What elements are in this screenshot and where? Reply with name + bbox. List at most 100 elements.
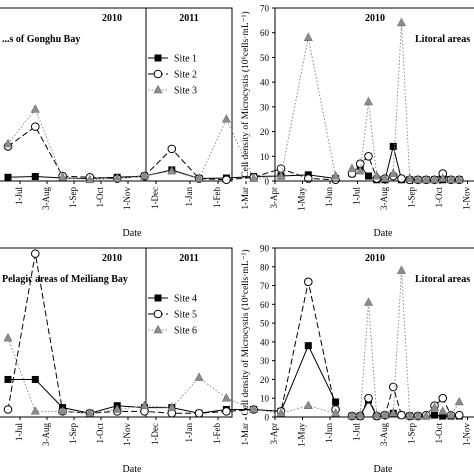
marker-square [304, 342, 312, 350]
x-tick-label: 3-Apr [269, 423, 279, 445]
marker-triangle [30, 104, 40, 113]
y-tick-label: 80 [260, 262, 270, 272]
x-tick-label: 1-Feb [212, 423, 222, 444]
year-label: 2010 [365, 13, 385, 24]
legend-label: Site 4 [174, 294, 197, 305]
marker-triangle [421, 174, 431, 184]
marker-triangle [364, 96, 373, 106]
marker-square [4, 375, 12, 383]
y-tick-label: 60 [260, 300, 270, 310]
x-tick-label: 1-Sep [68, 187, 78, 208]
marker-triangle [194, 173, 204, 182]
marker-triangle [58, 172, 68, 181]
marker-triangle [303, 32, 313, 41]
marker-triangle [355, 165, 365, 175]
marker-triangle [331, 408, 341, 417]
x-tick-label: 1-Jan [184, 423, 194, 443]
marker-triangle [249, 404, 259, 413]
series-line-triangle [7, 37, 337, 181]
marker-square [154, 54, 162, 62]
x-tick-label: 1-Jul [14, 187, 24, 205]
marker-triangle [153, 84, 163, 94]
marker-square [332, 398, 340, 406]
marker-square [31, 375, 39, 383]
x-tick-label: 1-Oct [434, 187, 444, 208]
legend-label: Site 6 [174, 326, 197, 337]
marker-circle [438, 393, 448, 403]
x-tick-label: 1-Jan [184, 187, 194, 207]
marker-circle [3, 405, 13, 414]
y-tick-label: 50 [260, 319, 270, 329]
marker-circle [194, 408, 204, 418]
marker-circle [153, 309, 163, 319]
x-tick-label: 1-Jul [352, 187, 362, 205]
x-axis-label: Date [374, 464, 393, 474]
y-tick-label: 0 [265, 413, 270, 423]
y-tick-label: 20 [260, 375, 270, 385]
marker-triangle [380, 409, 390, 419]
x-tick-label: 1-Nov [122, 423, 132, 446]
marker-circle [167, 144, 177, 154]
marker-circle [454, 410, 464, 420]
y-tick-label: 10 [260, 152, 270, 162]
year-label: 2010 [102, 253, 122, 264]
year-label: 2010 [102, 13, 122, 24]
marker-circle [397, 410, 406, 420]
x-tick-label: 1-Dec [150, 187, 160, 209]
marker-triangle [221, 114, 231, 123]
marker-square [389, 142, 397, 150]
marker-triangle [112, 173, 122, 182]
marker-circle [304, 174, 313, 183]
y-tick-label: 40 [260, 337, 270, 347]
marker-triangle [413, 410, 423, 420]
legend-label: Site 2 [174, 70, 197, 81]
x-tick-label: 3-Aug [41, 423, 51, 446]
marker-circle [364, 151, 373, 161]
marker-triangle [30, 406, 40, 415]
y-tick-label: 60 [260, 28, 270, 38]
marker-triangle [347, 163, 357, 172]
marker-triangle [438, 406, 448, 415]
marker-triangle [413, 174, 423, 184]
marker-triangle [430, 402, 439, 411]
marker-triangle [167, 165, 177, 175]
marker-circle [222, 175, 231, 185]
x-tick-label: 1-Mar [240, 423, 250, 446]
x-tick-label: 1-Sep [407, 423, 417, 444]
marker-circle [304, 277, 313, 287]
marker-triangle [331, 170, 341, 180]
marker-square [439, 412, 447, 420]
inset-label: Pelagic areas of Meiliang Bay [2, 274, 128, 285]
marker-square [31, 173, 39, 181]
inset-label: Litoral areas [415, 34, 470, 45]
x-tick-label: 1-Sep [407, 187, 417, 208]
inset-label: Litoral areas [415, 274, 470, 285]
x-tick-label: 1-Jul [14, 423, 24, 441]
x-tick-label: 1-Mar [240, 187, 250, 210]
y-tick-label: 30 [260, 102, 270, 112]
y-tick-label: 40 [260, 78, 270, 88]
y-tick-label: 50 [260, 53, 270, 63]
y-tick-label: 90 [260, 244, 270, 254]
plot-frame [0, 247, 233, 418]
y-tick-label: 10 [260, 394, 270, 404]
x-tick-label: 3-Aug [379, 187, 389, 210]
x-tick-label: 1-Oct [434, 423, 444, 444]
y-tick-label: 20 [260, 127, 270, 137]
marker-triangle [249, 173, 259, 182]
legend-label: Site 1 [174, 54, 197, 65]
x-tick-label: 1-May [297, 423, 307, 447]
x-tick-label: 3-Aug [41, 187, 51, 210]
marker-circle [31, 249, 40, 258]
marker-circle [222, 407, 231, 416]
marker-triangle [85, 174, 95, 184]
x-tick-label: 1-Jun [324, 187, 334, 207]
marker-triangle [221, 393, 231, 402]
y-axis-label: Cell density of Microcystis (10⁶cells·mL… [240, 11, 251, 177]
marker-triangle [276, 408, 286, 417]
x-tick-label: 1-Feb [212, 187, 222, 208]
year-label: 2011 [179, 13, 198, 24]
legend-label: Site 5 [174, 310, 197, 321]
